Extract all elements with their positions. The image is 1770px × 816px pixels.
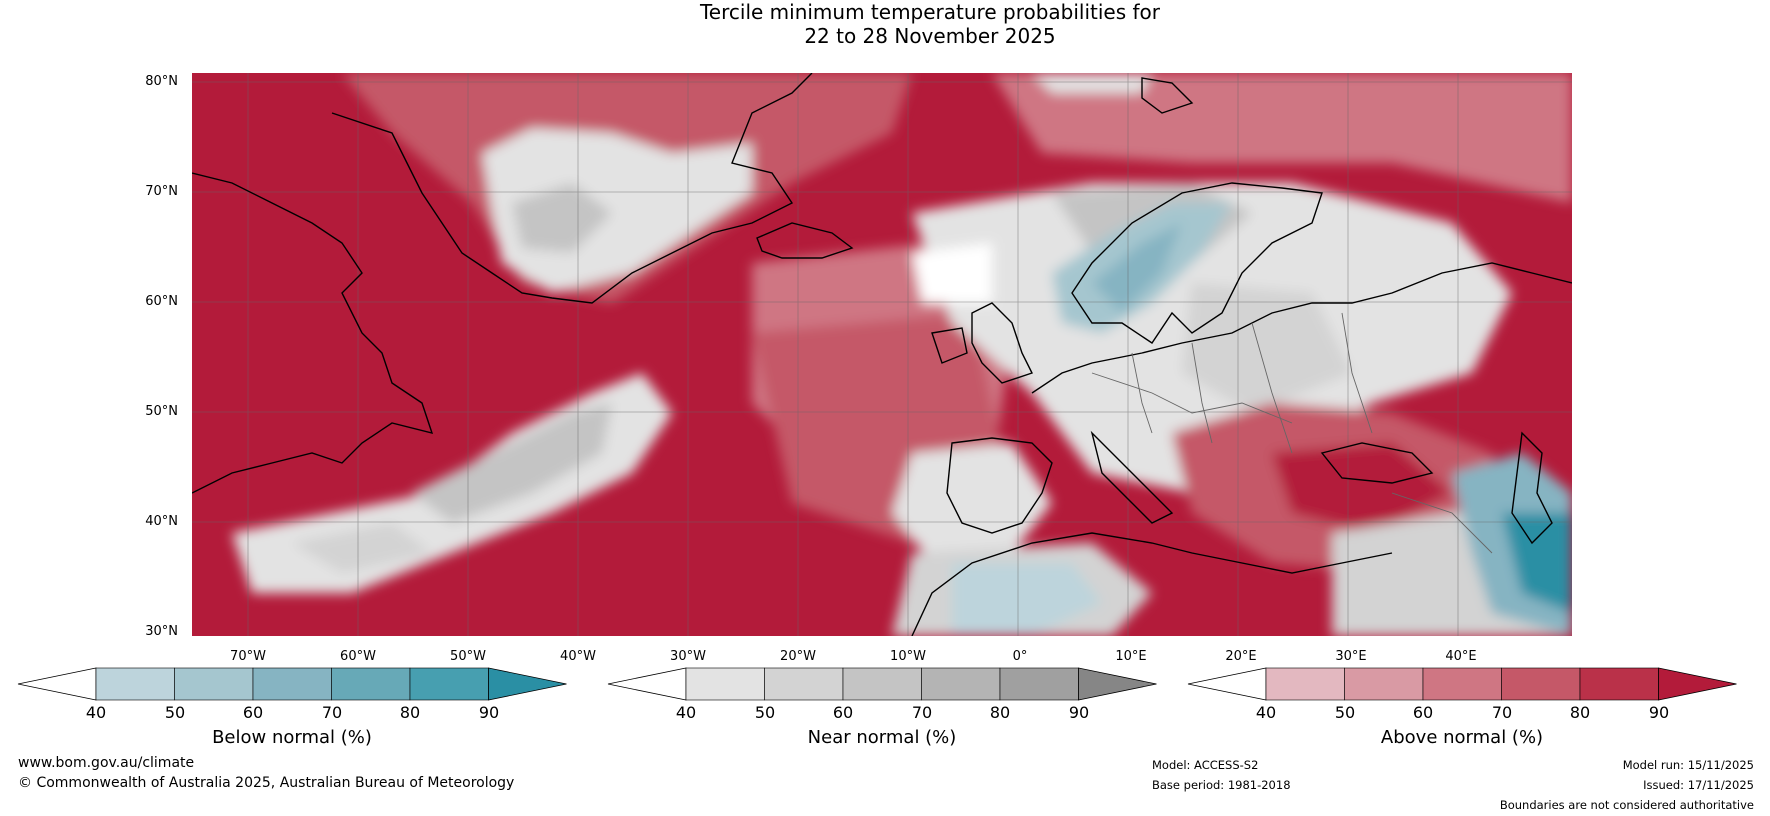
lon-label-70w: 70°W: [230, 649, 266, 664]
lat-label-40n: 40°N: [145, 514, 178, 529]
near-tick-60: 60: [832, 703, 854, 722]
below-tick-80: 80: [399, 703, 421, 722]
above-tick-70: 70: [1491, 703, 1513, 722]
title-line-1: Tercile minimum temperature probabilitie…: [699, 0, 1161, 24]
above-tick-60: 60: [1412, 703, 1434, 722]
colorbar-segment: [921, 667, 1001, 701]
above-tick-40: 40: [1255, 703, 1277, 722]
lon-label-40w: 40°W: [560, 649, 596, 664]
lon-label-20w: 20°W: [780, 649, 816, 664]
lat-label-60n: 60°N: [145, 294, 178, 309]
lat-label-80n: 80°N: [145, 74, 178, 89]
above-tick-80: 80: [1569, 703, 1591, 722]
near-tick-70: 70: [911, 703, 933, 722]
probability-fields: [232, 73, 1572, 636]
colorbar-right-extend: [1078, 667, 1157, 701]
colorbar-segment: [409, 667, 489, 701]
near-normal-label: Near normal (%): [807, 727, 957, 748]
below-tick-90: 90: [478, 703, 500, 722]
colorbar-left-extend: [607, 667, 687, 701]
colorbar-segment: [1344, 667, 1424, 701]
lat-label-70n: 70°N: [145, 184, 178, 199]
issued-text: Issued: 17/11/2025: [1643, 778, 1754, 792]
probability-map: [192, 73, 1572, 636]
base-period-text: Base period: 1981-2018: [1152, 778, 1291, 792]
copyright-text: © Commonwealth of Australia 2025, Austra…: [18, 775, 515, 791]
lon-label-0: 0°: [1012, 649, 1028, 664]
near-tick-50: 50: [754, 703, 776, 722]
graticule: [192, 73, 1572, 636]
colorbar-segment: [95, 667, 175, 701]
lon-label-60w: 60°W: [340, 649, 376, 664]
lon-label-10e: 10°E: [1115, 649, 1147, 664]
below-normal-label: Below normal (%): [212, 727, 372, 748]
lon-label-50w: 50°W: [450, 649, 486, 664]
lat-label-50n: 50°N: [145, 404, 178, 419]
colorbar-segment: [252, 667, 332, 701]
colorbar-left-extend: [1187, 667, 1267, 701]
disclaimer-text: Boundaries are not considered authoritat…: [1499, 798, 1754, 812]
colorbar-segment: [1579, 667, 1659, 701]
colorbar-right-extend: [1658, 667, 1737, 701]
lon-label-30e: 30°E: [1335, 649, 1367, 664]
lon-label-10w: 10°W: [890, 649, 926, 664]
colorbar-segment: [999, 667, 1079, 701]
colorbar-segment: [842, 667, 922, 701]
near-tick-90: 90: [1068, 703, 1090, 722]
near-tick-40: 40: [675, 703, 697, 722]
above-tick-50: 50: [1334, 703, 1356, 722]
colorbar-above-normal: [1187, 667, 1737, 701]
lon-label-40e: 40°E: [1445, 649, 1477, 664]
below-tick-40: 40: [85, 703, 107, 722]
coastlines: [192, 73, 1572, 636]
below-tick-70: 70: [321, 703, 343, 722]
above-tick-90: 90: [1648, 703, 1670, 722]
lon-label-20e: 20°E: [1225, 649, 1257, 664]
colorbars-svg: [17, 667, 1737, 701]
colorbar-segment: [174, 667, 254, 701]
colorbar-below-normal: [17, 667, 567, 701]
lon-label-30w: 30°W: [670, 649, 706, 664]
borders: [1091, 312, 1493, 554]
colorbar-segment: [1265, 667, 1345, 701]
colorbar-right-extend: [488, 667, 567, 701]
website-text: www.bom.gov.au/climate: [18, 755, 195, 771]
colorbar-near-normal: [607, 667, 1157, 701]
model-run-text: Model run: 15/11/2025: [1622, 758, 1754, 772]
above-normal-label: Above normal (%): [1380, 727, 1544, 748]
model-text: Model: ACCESS-S2: [1152, 758, 1259, 772]
lat-label-30n: 30°N: [145, 624, 178, 639]
map-svg: [192, 73, 1572, 636]
near-tick-80: 80: [989, 703, 1011, 722]
colorbar-segment: [1501, 667, 1581, 701]
colorbar-segment: [1422, 667, 1502, 701]
colorbar-segment: [685, 667, 765, 701]
colorbar-segment: [331, 667, 411, 701]
title-line-2: 22 to 28 November 2025: [804, 24, 1056, 48]
colorbar-segment: [764, 667, 844, 701]
below-tick-60: 60: [242, 703, 264, 722]
below-tick-50: 50: [164, 703, 186, 722]
colorbar-left-extend: [17, 667, 97, 701]
chart-title: Tercile minimum temperature probabilitie…: [0, 0, 1770, 48]
